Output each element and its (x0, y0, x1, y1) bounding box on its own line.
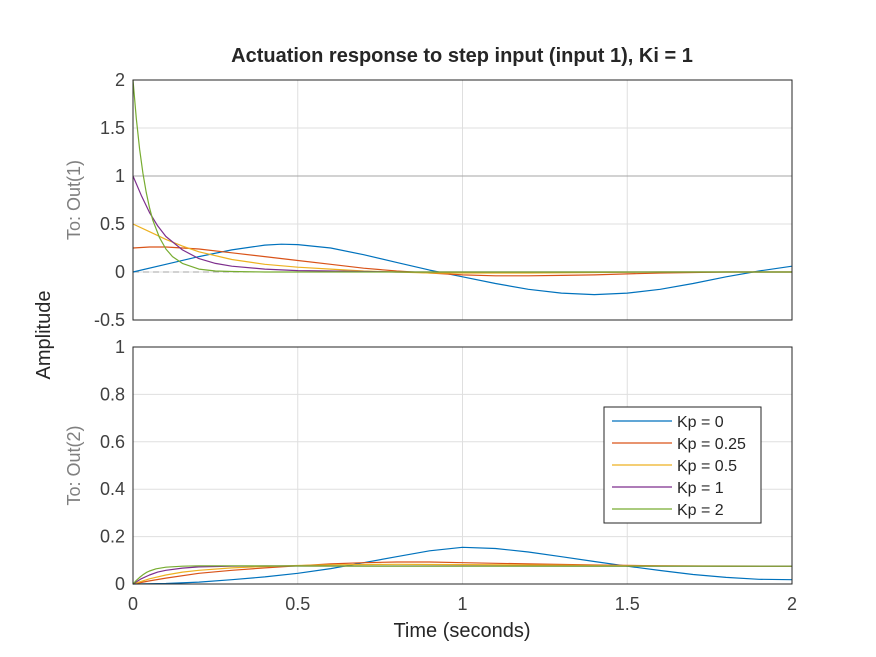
subplot-out1: 2 1.5 1 0.5 0 -0.5 To: Out(1) (64, 70, 793, 330)
subplot-label: To: Out(2) (64, 425, 84, 505)
x-tick-label: 1 (457, 594, 467, 614)
y-tick-label: 1.5 (100, 118, 125, 138)
axes-frame (132, 346, 793, 585)
legend-entry: Kp = 2 (677, 502, 724, 519)
series-line-kp-2 (132, 565, 792, 585)
series-line-kp-2 (132, 79, 792, 273)
y-tick-label: 0 (115, 574, 125, 594)
subplot-label: To: Out(1) (64, 160, 84, 240)
axes-frame (132, 79, 793, 321)
y-tick-label: 0.4 (100, 479, 125, 499)
y-tick-label: 1 (115, 166, 125, 186)
x-tick-label: 1.5 (615, 594, 640, 614)
legend-entry: Kp = 0 (677, 414, 724, 431)
x-tick-labels: 0 0.5 1 1.5 2 (128, 594, 797, 614)
y-tick-label: 0.2 (100, 527, 125, 547)
y-tick-label: -0.5 (94, 310, 125, 330)
legend: Kp = 0 Kp = 0.25 Kp = 0.5 Kp = 1 Kp = 2 (603, 406, 762, 524)
x-axis-label: Time (seconds) (393, 620, 530, 642)
x-tick-label: 0.5 (285, 594, 310, 614)
chart-title: Actuation response to step input (input … (231, 45, 693, 67)
legend-entry: Kp = 1 (677, 480, 724, 497)
y-tick-label: 1 (115, 337, 125, 357)
legend-entry: Kp = 0.5 (677, 458, 737, 475)
series-line-kp-0 (132, 546, 793, 585)
x-tick-label: 0 (128, 594, 138, 614)
y-tick-label: 0.6 (100, 432, 125, 452)
y-tick-label: 0 (115, 262, 125, 282)
y-tick-label: 0.8 (100, 384, 125, 404)
legend-entry: Kp = 0.25 (677, 436, 746, 453)
y-tick-label: 2 (115, 70, 125, 90)
x-tick-label: 2 (787, 594, 797, 614)
y-axis-label: Amplitude (33, 291, 55, 380)
y-tick-label: 0.5 (100, 214, 125, 234)
